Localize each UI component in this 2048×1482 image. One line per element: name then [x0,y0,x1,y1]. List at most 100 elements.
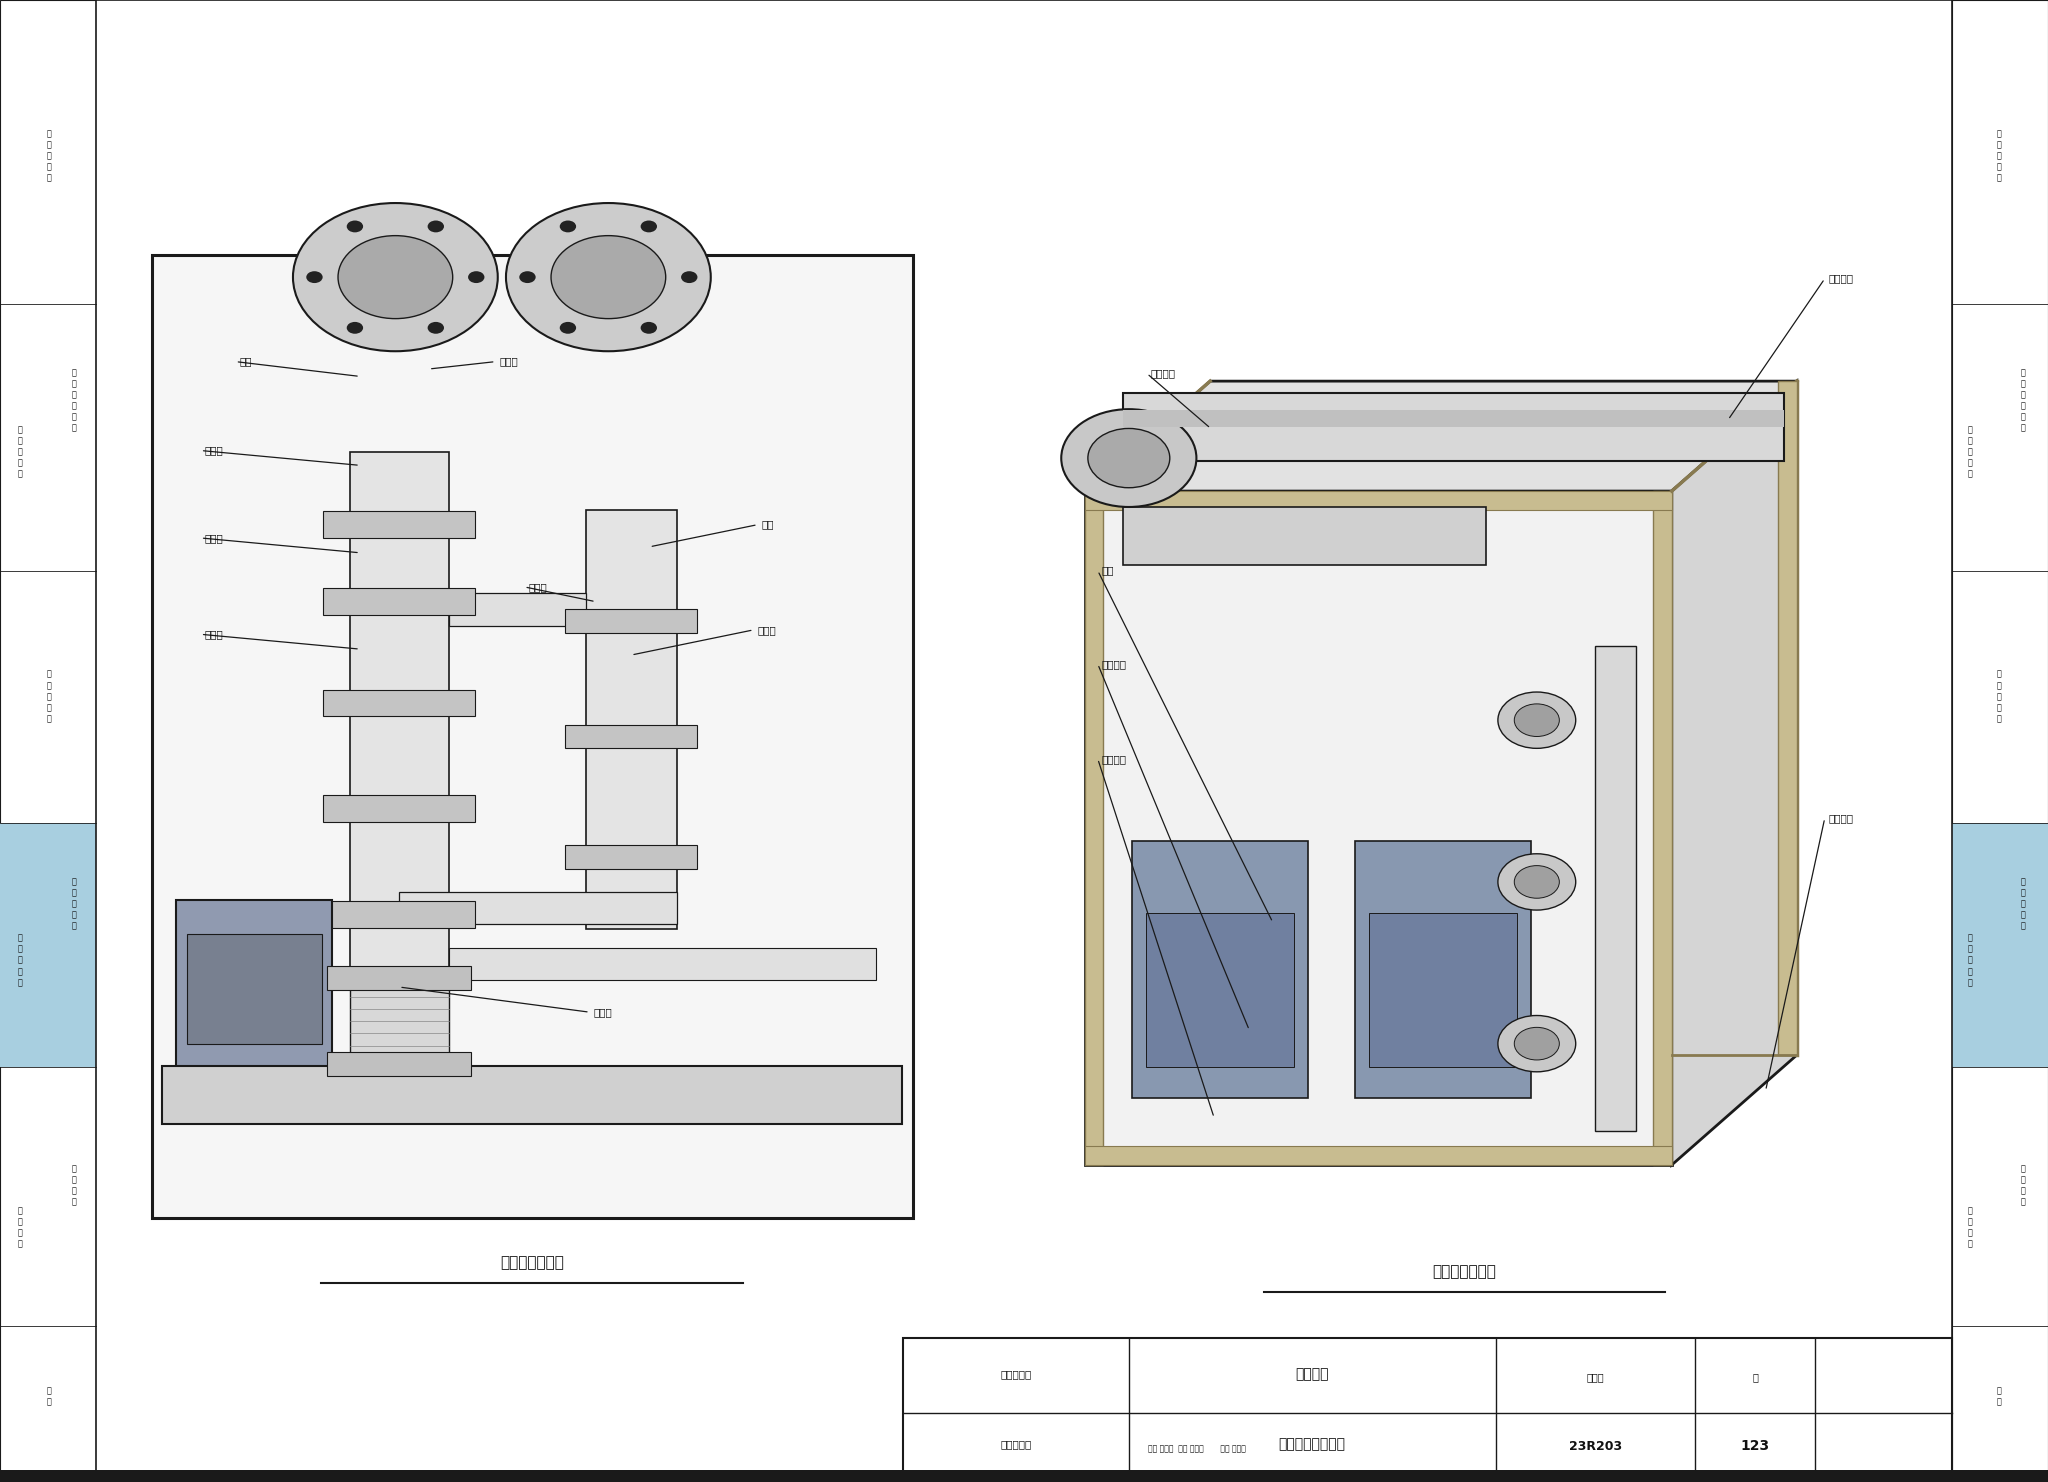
Text: 图集号: 图集号 [1587,1372,1604,1383]
Circle shape [506,203,711,351]
Bar [1133,842,1309,1098]
Circle shape [428,322,444,333]
Text: 机
房
附
属
设
备: 机 房 附 属 设 备 [72,368,76,433]
Text: 压力表: 压力表 [528,582,547,591]
Bar [1595,646,1636,1131]
Text: 过滤器: 过滤器 [758,625,776,634]
Text: 机
房
典
型: 机 房 典 型 [2021,1165,2025,1206]
Bar [328,966,471,990]
Text: 模
块
化
机
组: 模 块 化 机 组 [47,129,51,182]
Text: 泵组模块左视图: 泵组模块左视图 [500,1255,565,1270]
Bar [324,588,475,615]
Bar [449,593,586,625]
Circle shape [346,221,362,233]
Text: 水泵台座: 水泵台座 [1102,659,1126,668]
Text: 止回阀: 止回阀 [205,446,223,455]
Text: 机
房
装
配
式: 机 房 装 配 式 [2021,877,2025,931]
Text: 蝶阀: 蝶阀 [762,520,774,529]
Text: 审核 陈晓文  校对 朱进林       设计 陈翰秩: 审核 陈晓文 校对 朱进林 设计 陈翰秩 [1149,1445,1251,1454]
Circle shape [1513,1027,1559,1060]
Bar [399,892,676,925]
Circle shape [682,271,698,283]
Bar [1952,0,2048,1482]
Bar [565,725,696,748]
Text: 制作与加工（一）: 制作与加工（一） [1278,1438,1346,1452]
Bar [152,255,913,1218]
Circle shape [1513,865,1559,898]
Circle shape [1513,704,1559,737]
Bar [324,796,475,823]
Bar [1085,491,1104,1165]
Circle shape [293,203,498,351]
Circle shape [520,271,537,283]
Text: 机
房
典
型: 机 房 典 型 [72,1165,76,1206]
Bar [0,0,96,1482]
Bar [586,510,676,929]
Text: 压力表: 压力表 [205,534,223,542]
Text: 软接头: 软接头 [205,630,223,639]
Bar [1368,913,1518,1067]
Bar [1356,842,1532,1098]
Bar [162,1066,903,1123]
Circle shape [469,271,485,283]
Text: 附
录: 附 录 [47,1386,51,1406]
Text: 进水管段: 进水管段 [1829,814,1853,823]
Circle shape [307,271,324,283]
Text: 机
房
装
配
式: 机 房 装 配 式 [72,877,76,931]
Bar [1085,1146,1671,1165]
Bar [1778,381,1796,1055]
Polygon shape [1085,381,1796,491]
Bar [324,901,475,928]
Circle shape [1061,409,1196,507]
Text: 水平管段: 水平管段 [1829,274,1853,283]
Text: 机
房
附
属
设
备: 机 房 附 属 设 备 [2021,368,2025,433]
Text: 和
管
道
配
件: 和 管 道 配 件 [1968,425,1972,479]
Bar [565,609,696,633]
Bar [903,1338,1952,1482]
Bar [1122,507,1487,565]
Bar [324,689,475,716]
Circle shape [551,236,666,319]
Text: 框架平台: 框架平台 [1102,754,1126,763]
Text: 整
装
式
机
房: 整 装 式 机 房 [47,670,51,723]
Text: 建
造
与
安
装: 建 造 与 安 装 [1968,934,1972,987]
Circle shape [428,221,444,233]
Text: 压力表: 压力表 [500,357,518,366]
Circle shape [1497,1015,1575,1071]
Text: 附
录: 附 录 [1997,1386,2001,1406]
Text: 软接头: 软接头 [594,1008,612,1017]
Circle shape [338,236,453,319]
Bar [1952,823,2048,1067]
Bar [1147,913,1294,1067]
Circle shape [1497,854,1575,910]
Text: 建
造
与
安
装: 建 造 与 安 装 [18,934,23,987]
Text: 泵组模块三维图: 泵组模块三维图 [1434,1264,1497,1279]
Text: 整
装
式
机
房: 整 装 式 机 房 [1997,670,2001,723]
Text: 123: 123 [1741,1439,1769,1452]
Circle shape [1087,428,1169,488]
Text: 水泵: 水泵 [1102,566,1114,575]
Bar [328,1052,471,1076]
Bar [350,452,449,987]
Text: 蝶阀: 蝶阀 [240,357,252,366]
Bar [0,823,96,1067]
Bar [565,845,696,868]
Text: 工
程
实
例: 工 程 实 例 [18,1206,23,1248]
Bar [1085,491,1671,1165]
Text: 管道及模块: 管道及模块 [1001,1369,1032,1380]
Circle shape [559,221,575,233]
Bar [324,511,475,538]
Text: 泵组模块: 泵组模块 [1296,1368,1329,1381]
Text: 23R203: 23R203 [1569,1439,1622,1452]
Bar [188,934,322,1043]
Text: 模
块
化
机
组: 模 块 化 机 组 [1997,129,2001,182]
Bar [1653,491,1671,1165]
Text: 出水管段: 出水管段 [1151,369,1176,378]
Bar [176,901,332,1069]
Text: 制作与加工: 制作与加工 [1001,1439,1032,1449]
Polygon shape [1671,381,1796,1165]
Circle shape [346,322,362,333]
Bar [0,1470,2048,1482]
Bar [1122,393,1784,461]
Circle shape [641,322,657,333]
